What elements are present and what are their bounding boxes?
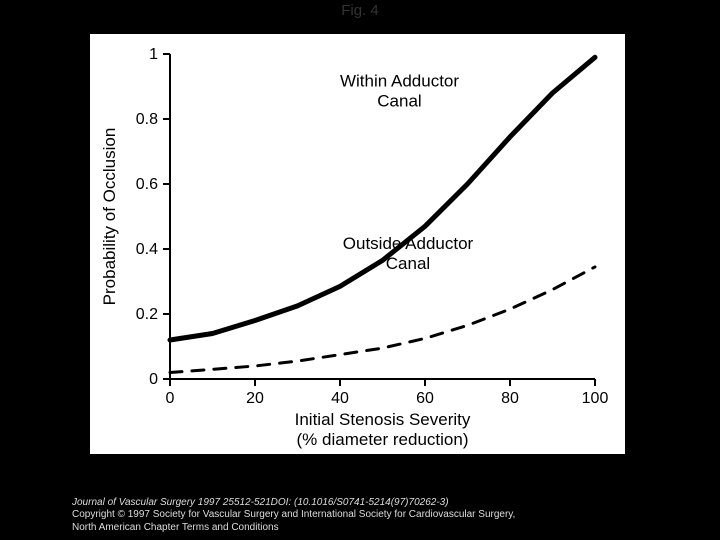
citation-line-3: North American Chapter Terms and Conditi… [72, 522, 515, 535]
citation-footer: Journal of Vascular Surgery 1997 25512-5… [72, 497, 515, 535]
svg-text:60: 60 [416, 390, 434, 407]
figure-title: Fig. 4 [341, 2, 379, 19]
svg-text:1: 1 [149, 46, 158, 63]
svg-text:20: 20 [246, 390, 264, 407]
figure-title-zone: Fig. 4 [0, 2, 720, 20]
svg-text:Canal: Canal [377, 92, 421, 111]
citation-line-2: Copyright © 1997 Society for Vascular Su… [72, 509, 515, 522]
svg-text:Within Adductor: Within Adductor [340, 72, 459, 91]
svg-text:Initial Stenosis Severity: Initial Stenosis Severity [295, 410, 471, 429]
svg-text:100: 100 [582, 390, 609, 407]
svg-text:0.6: 0.6 [136, 176, 158, 193]
svg-text:Probability of Occlusion: Probability of Occlusion [100, 128, 119, 306]
svg-text:(% diameter reduction): (% diameter reduction) [297, 430, 469, 449]
citation-line-1: Journal of Vascular Surgery 1997 25512-5… [72, 497, 515, 510]
chart-container: 0 20 40 60 80 100 0 0.2 0.4 0.6 0.8 1 Initial Stenos… [90, 34, 625, 454]
svg-text:Canal: Canal [386, 254, 430, 273]
svg-text:0: 0 [149, 371, 158, 388]
line-chart: 0 20 40 60 80 100 0 0.2 0.4 0.6 0.8 1 Initial Stenos… [90, 34, 625, 454]
svg-text:40: 40 [331, 390, 349, 407]
svg-text:0.2: 0.2 [136, 306, 158, 323]
svg-text:0: 0 [166, 390, 175, 407]
svg-text:Outside Adductor: Outside Adductor [343, 234, 474, 253]
page-root: Fig. 4 0 20 40 60 80 100 0 0.2 0.4 0.6 0.8 1 Initial… [0, 0, 720, 540]
svg-text:80: 80 [501, 390, 519, 407]
svg-text:0.4: 0.4 [136, 241, 158, 258]
svg-text:0.8: 0.8 [136, 111, 158, 128]
